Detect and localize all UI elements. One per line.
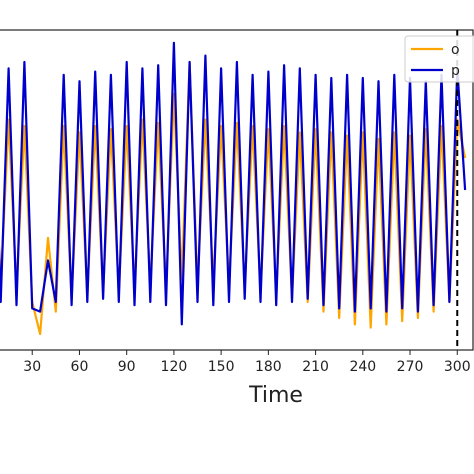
x-tick-label: 210: [302, 359, 329, 375]
legend-box: [404, 35, 474, 83]
x-tick-label: 300: [444, 359, 471, 375]
legend-label: p: [451, 63, 460, 79]
x-tick-label: 30: [23, 359, 41, 375]
legend-label: o: [451, 42, 460, 58]
plot-area: [0, 29, 474, 351]
x-tick-label: 120: [161, 359, 188, 375]
x-tick-label: 270: [397, 359, 424, 375]
x-tick-label: 240: [349, 359, 376, 375]
x-axis-label: Time: [248, 383, 303, 408]
x-tick-label: 60: [71, 359, 89, 375]
x-tick-label: 90: [118, 359, 136, 375]
series-line: [0, 41, 467, 326]
x-tick-label: 180: [255, 359, 282, 375]
plot-frame: [0, 29, 474, 351]
x-tick-label: 150: [208, 359, 235, 375]
